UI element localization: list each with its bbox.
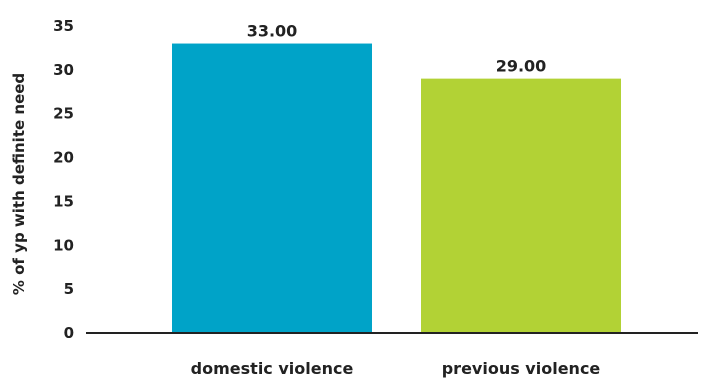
- data-label: 33.00: [247, 22, 298, 41]
- y-axis: 0 5 10 15 20 25 30 35: [53, 17, 74, 342]
- bar: [172, 43, 372, 334]
- y-tick-label: 30: [53, 61, 74, 79]
- bars: [172, 43, 621, 334]
- x-axis: domestic violence previous violence: [191, 359, 601, 378]
- y-tick-label: 35: [53, 17, 74, 35]
- bar: [421, 78, 621, 333]
- y-tick-label: 0: [64, 324, 74, 342]
- x-tick-label: domestic violence: [191, 359, 354, 378]
- data-label: 29.00: [496, 57, 547, 76]
- y-tick-label: 20: [53, 149, 74, 167]
- y-tick-label: 15: [53, 192, 74, 210]
- data-labels: 33.00 29.00: [247, 22, 547, 76]
- y-tick-label: 25: [53, 105, 74, 123]
- y-tick-label: 5: [64, 280, 74, 298]
- x-tick-label: previous violence: [442, 359, 601, 378]
- y-axis-title: % of yp with definite need: [10, 73, 28, 295]
- y-tick-label: 10: [53, 236, 74, 254]
